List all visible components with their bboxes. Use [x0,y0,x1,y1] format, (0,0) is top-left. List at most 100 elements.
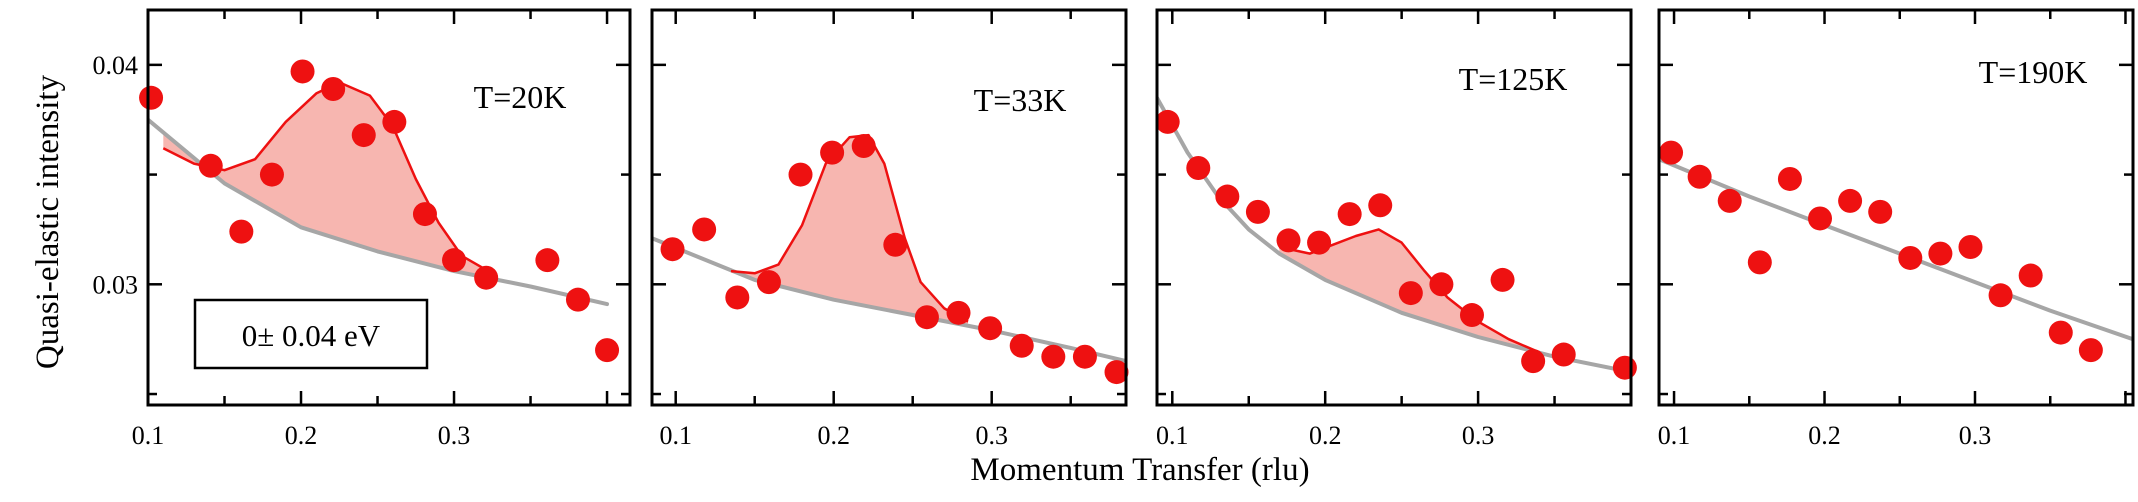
data-point [1659,140,1684,165]
background-curve [1157,95,1631,375]
data-point [883,232,908,257]
x-tick-label: 0.2 [1309,421,1342,450]
x-tick-label: 0.2 [285,421,318,450]
data-point [1612,355,1637,380]
temperature-label: T=190K [1979,54,2088,90]
data-point [565,287,590,312]
data-point [1009,333,1034,358]
panel-frame [146,8,632,407]
x-axis-label: Momentum Transfer (rlu) [970,452,1309,488]
energy-window-label: 0± 0.04 eV [242,318,381,353]
plot-area [1659,157,2133,342]
panel-frame [1155,8,1633,407]
x-tick-label: 0.2 [1808,421,1841,450]
temperature-label: T=20K [474,79,567,115]
data-point [1459,303,1484,328]
data-point [1838,188,1863,213]
data-point [788,162,813,187]
data-point [1747,250,1772,275]
data-point [1186,156,1211,180]
data-point [1988,283,2013,308]
x-tick-label: 0.1 [132,421,165,450]
background-curve [1659,157,2133,342]
data-point [1072,344,1097,369]
data-point [198,153,223,178]
panel-frame [1657,8,2135,407]
y-tick-label: 0.03 [93,270,139,299]
data-point [1215,184,1240,209]
data-point [229,219,254,244]
data-point [1958,235,1983,259]
data-point [1104,360,1129,385]
panel-2: 0.1 0.2 0.3 T=33K [650,8,1129,450]
data-point [139,85,164,110]
data-point [290,59,315,84]
energy-window-box [193,298,429,370]
data-point [820,140,845,165]
plot-area [1157,95,1631,375]
x-tick-label: 0.1 [1156,421,1189,450]
plot-area [148,81,609,307]
data-point [321,77,346,101]
data-point [595,338,620,363]
data-point [1307,230,1332,255]
data-point [2078,338,2103,363]
data-point [1687,164,1712,189]
data-point [2048,320,2073,345]
data-point [1245,199,1270,224]
background-curve [652,236,1126,364]
data-point [1928,241,1953,266]
x-tick-label: 0.3 [438,421,471,450]
x-tick-label: 0.3 [1462,421,1495,450]
data-point [1155,109,1180,134]
data-point [946,300,971,325]
data-point [660,237,685,262]
data-point [725,285,750,310]
temperature-label: T=125K [1459,61,1568,97]
data-point [1429,272,1454,297]
data-point [1041,344,1066,369]
y-tick-label: 0.04 [93,51,139,80]
data-point [1490,267,1515,292]
x-tick-label: 0.3 [1959,421,1992,450]
panel-4: 0.1 0.2 0.3 T=190K [1657,8,2135,450]
data-point [1551,342,1576,367]
x-tick-label: 0.1 [1658,421,1691,450]
data-point [259,162,284,187]
data-point [1337,202,1362,227]
x-tick-label: 0.2 [817,421,850,450]
data-point [474,265,499,290]
temperature-label: T=33K [974,82,1067,118]
data-point [1276,228,1301,253]
data-point [442,248,467,273]
peak-area [163,82,485,278]
data-point [1521,349,1546,374]
data-point [978,316,1003,341]
data-point [535,248,560,273]
panel-frame [650,8,1128,407]
data-point [382,109,407,134]
data-point [2018,263,2043,288]
data-point [1717,188,1742,213]
panel-3: 0.1 0.2 0.3 T=125K [1155,8,1637,450]
data-point [914,305,939,330]
data-point [1868,199,1893,224]
data-point [1777,166,1802,191]
x-tick-label: 0.1 [659,421,692,450]
data-point [851,134,876,159]
data-point [351,123,376,148]
peak-area [731,135,968,326]
data-point [1398,281,1423,306]
data-point [692,217,717,242]
x-tick-label: 0.3 [975,421,1008,450]
background-curve [148,117,609,307]
data-point [412,202,437,227]
y-axis-label: Quasi-elastic intensity [30,74,66,369]
data-point [1898,245,1923,270]
data-point [1808,206,1833,231]
panel-1: 0.1 0.2 0.3 0.03 0.04 T=20K 0± 0.04 eV [93,8,632,450]
data-point [756,270,781,295]
data-point [1368,193,1393,218]
